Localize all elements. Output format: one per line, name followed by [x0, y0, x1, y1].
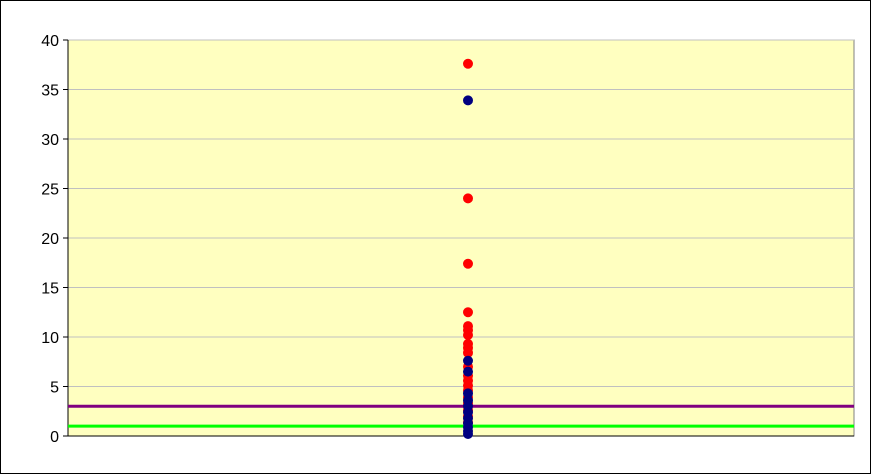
y-tick-label: 35	[41, 83, 59, 100]
data-points	[463, 58, 473, 440]
y-tick-label: 5	[50, 380, 59, 397]
y-tick-label: 40	[41, 33, 59, 50]
red-data-point	[463, 347, 473, 358]
y-tick-label: 10	[41, 330, 59, 347]
red-data-point	[463, 258, 473, 269]
gridlines	[68, 39, 854, 387]
red-data-point	[463, 193, 473, 204]
blue-data-point	[463, 95, 473, 106]
y-tick-label: 15	[41, 281, 59, 298]
blue-data-point	[463, 429, 473, 440]
y-tick-label: 0	[50, 429, 59, 446]
y-tick-label: 20	[41, 231, 59, 248]
y-axis	[63, 39, 854, 437]
blue-data-point	[463, 355, 473, 366]
blue-data-point	[463, 388, 473, 399]
reference-lines	[68, 404, 854, 428]
blue-data-point	[463, 366, 473, 377]
y-tick-label: 25	[41, 182, 59, 199]
red-data-point	[463, 307, 473, 318]
red-data-point	[463, 58, 473, 69]
y-tick-label: 30	[41, 132, 59, 149]
red-data-point	[463, 330, 473, 341]
y-tick-labels: 0 5 10 15 20 25 30 35 40	[41, 33, 59, 446]
